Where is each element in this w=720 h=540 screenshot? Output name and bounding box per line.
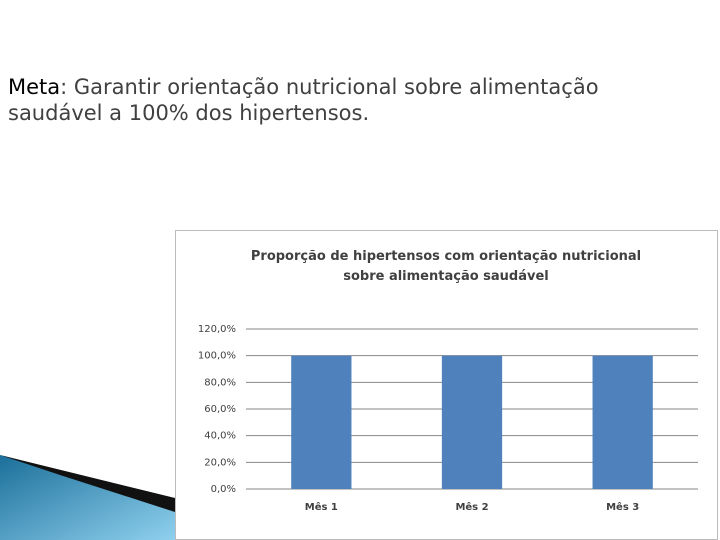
goal-text: Meta: Garantir orientação nutricional so… bbox=[8, 74, 688, 126]
y-tick-label: 20,0% bbox=[204, 457, 236, 468]
y-tick-label: 100,0% bbox=[198, 351, 236, 362]
y-tick-label: 80,0% bbox=[204, 377, 236, 388]
bar bbox=[592, 355, 653, 489]
y-tick-label: 40,0% bbox=[204, 431, 236, 442]
chart-title: Proporção de hipertensos com orientação … bbox=[250, 249, 642, 284]
y-tick-label: 0,0% bbox=[211, 484, 236, 495]
x-tick-label: Mês 3 bbox=[606, 501, 639, 513]
decoration bbox=[0, 455, 175, 540]
y-tick-label: 60,0% bbox=[204, 404, 236, 415]
goal-body: : Garantir orientação nutricional sobre … bbox=[8, 75, 599, 125]
goal-label: Meta bbox=[8, 75, 61, 99]
plot: 0,0% 20,0% 40,0% 60,0% 80,0% 100,0% 120,0% Mês … bbox=[198, 324, 698, 513]
bar bbox=[291, 355, 352, 489]
bar bbox=[441, 355, 503, 489]
y-tick-label: 120,0% bbox=[198, 324, 236, 335]
chart: Proporção de hipertensos com orientação … bbox=[175, 230, 718, 540]
x-tick-label: Mês 1 bbox=[305, 501, 338, 513]
x-tick-label: Mês 2 bbox=[455, 501, 488, 513]
